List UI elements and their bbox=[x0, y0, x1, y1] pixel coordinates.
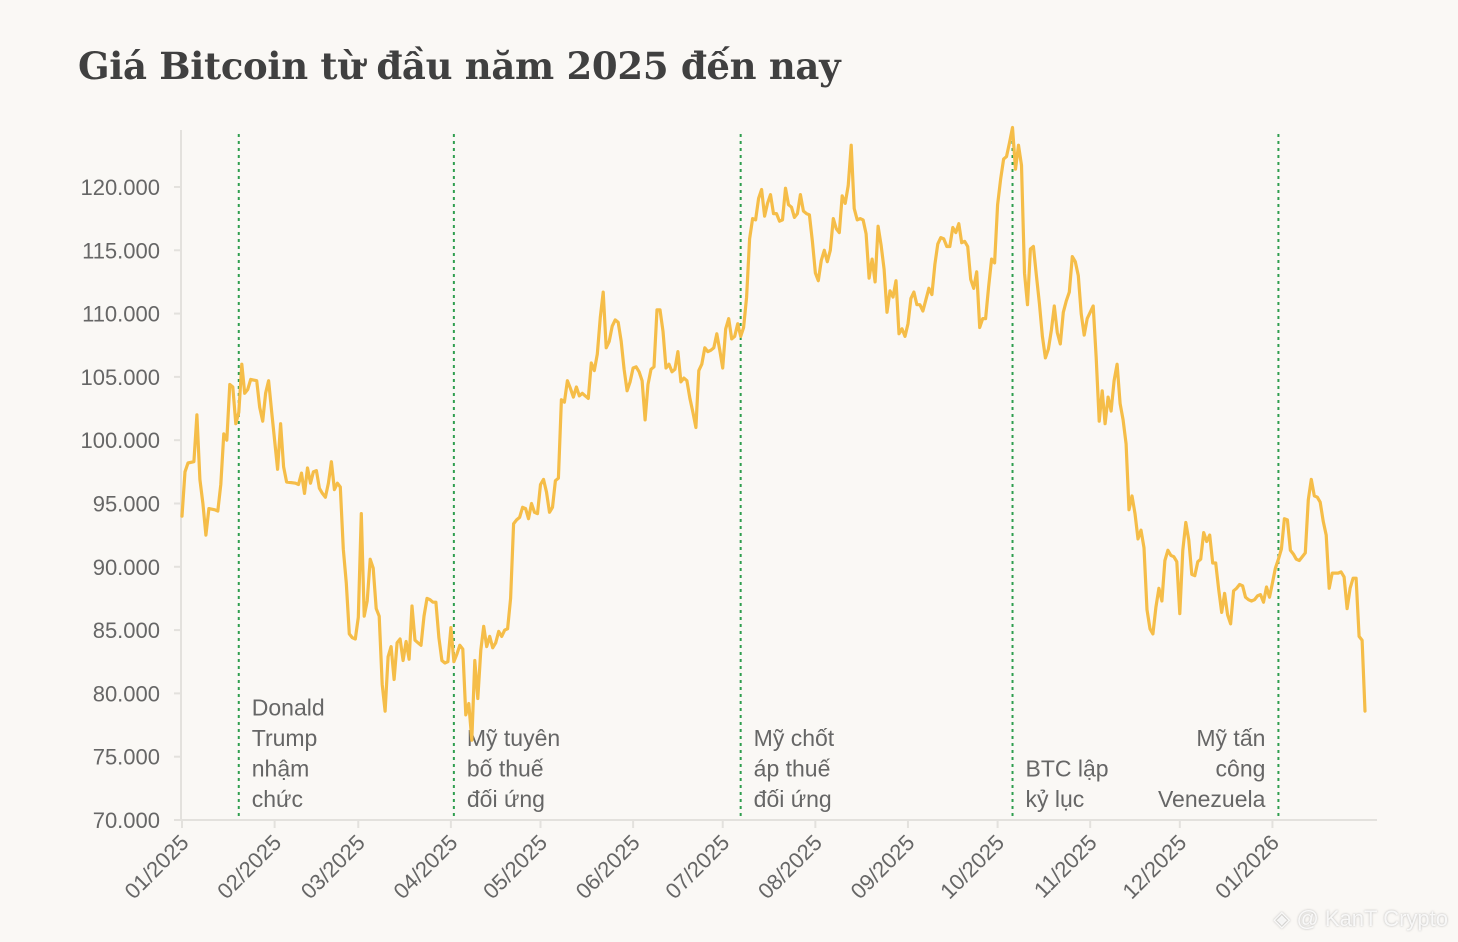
event-label: chức bbox=[252, 786, 303, 812]
series-layer bbox=[180, 125, 1367, 742]
x-tick-label: 06/2025 bbox=[571, 830, 645, 904]
y-tick-label: 85.000 bbox=[93, 618, 160, 643]
x-tick-label: 02/2025 bbox=[212, 830, 286, 904]
event-label: nhậm bbox=[252, 756, 310, 782]
y-tick-label: 75.000 bbox=[93, 745, 160, 770]
event-label: áp thuế bbox=[754, 756, 831, 782]
y-tick-label: 120.000 bbox=[80, 175, 160, 200]
event-label: đối ứng bbox=[754, 786, 832, 812]
x-tick-label: 04/2025 bbox=[388, 830, 462, 904]
y-tick-label: 80.000 bbox=[93, 681, 160, 706]
binance-logo-icon: ◈ bbox=[1273, 906, 1291, 931]
y-tick-label: 100.000 bbox=[80, 428, 160, 453]
y-tick-label: 115.000 bbox=[82, 238, 160, 263]
event-label: Venezuela bbox=[1158, 786, 1266, 812]
watermark: ◈ @ KanT Crypto bbox=[1273, 906, 1448, 932]
event-label: Mỹ tấn bbox=[1196, 725, 1265, 751]
series-line-bitcoin-price bbox=[180, 125, 1367, 742]
x-tick-label: 12/2025 bbox=[1117, 830, 1191, 904]
watermark-text: @ KanT Crypto bbox=[1296, 906, 1448, 931]
event-label: BTC lập bbox=[1026, 756, 1109, 782]
event-label: Mỹ chốt bbox=[754, 725, 835, 751]
x-tick-label: 01/2026 bbox=[1210, 830, 1284, 904]
event-markers: Donald Trump nhậm chức Mỹ tuyên bố thuế đối ứn… bbox=[237, 134, 1280, 820]
x-tick-label: 01/2025 bbox=[120, 830, 194, 904]
event-label: Mỹ tuyên bbox=[467, 725, 560, 751]
x-tick-label: 09/2025 bbox=[846, 830, 920, 904]
event-label: Donald bbox=[252, 695, 325, 721]
y-tick-label: 90.000 bbox=[93, 555, 160, 580]
y-tick-label: 110.000 bbox=[82, 302, 160, 327]
event-label: đối ứng bbox=[467, 786, 545, 812]
event-label: kỷ lục bbox=[1026, 786, 1085, 812]
event-label: công bbox=[1216, 756, 1266, 782]
x-tick-label: 07/2025 bbox=[660, 830, 734, 904]
x-tick-label: 05/2025 bbox=[478, 830, 552, 904]
chart-title: Giá Bitcoin từ đầu năm 2025 đến nay bbox=[78, 44, 841, 88]
x-tick-label: 08/2025 bbox=[753, 830, 827, 904]
x-tick-label: 10/2025 bbox=[935, 830, 1009, 904]
y-tick-label: 95.000 bbox=[93, 491, 160, 516]
y-tick-label: 105.000 bbox=[80, 365, 160, 390]
y-tick-label: 70.000 bbox=[93, 808, 160, 833]
x-tick-label: 11/2025 bbox=[1029, 830, 1102, 903]
x-tick-label: 03/2025 bbox=[296, 830, 370, 904]
event-label: bố thuế bbox=[467, 756, 544, 782]
event-label: Trump bbox=[252, 725, 318, 751]
